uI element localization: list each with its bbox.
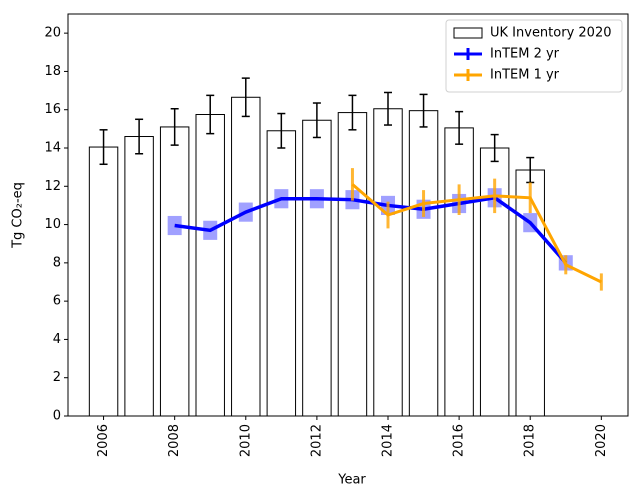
bar bbox=[408, 110, 439, 417]
y-tick-label: 4 bbox=[53, 332, 61, 347]
bar bbox=[159, 126, 190, 417]
bar bbox=[337, 112, 368, 417]
bar bbox=[302, 119, 332, 417]
y-tick-label: 16 bbox=[44, 102, 61, 117]
bar bbox=[124, 136, 154, 417]
y-axis-label: Tg CO₂-eq bbox=[11, 182, 26, 249]
y-tick-label: 0 bbox=[53, 409, 61, 424]
x-tick-label: 2018 bbox=[523, 424, 538, 457]
error-bar bbox=[135, 118, 144, 155]
error-bar bbox=[348, 94, 357, 131]
legend-box bbox=[445, 19, 623, 93]
error-bar bbox=[170, 108, 179, 146]
error-bar bbox=[455, 110, 464, 145]
x-tick-label: 2010 bbox=[238, 424, 253, 457]
bar bbox=[373, 108, 403, 417]
y-tick-label: 20 bbox=[44, 26, 61, 41]
error-bar bbox=[241, 77, 250, 118]
error-bar bbox=[99, 129, 108, 166]
series-line bbox=[351, 183, 602, 284]
x-tick-label: 2006 bbox=[96, 424, 111, 457]
y-tick-label: 14 bbox=[44, 141, 61, 156]
plot-frame bbox=[67, 13, 629, 417]
bar bbox=[88, 146, 119, 417]
y-tick-label: 6 bbox=[53, 294, 61, 309]
y-tick-label: 2 bbox=[53, 370, 61, 385]
bar bbox=[444, 127, 474, 417]
error-bar bbox=[419, 93, 428, 128]
bar bbox=[195, 114, 225, 417]
x-tick-label: 2020 bbox=[594, 424, 609, 457]
legend-swatch bbox=[453, 27, 483, 39]
y-tick-label: 10 bbox=[44, 217, 61, 232]
error-bar bbox=[312, 102, 321, 139]
error-bar bbox=[277, 112, 286, 149]
y-tick-label: 8 bbox=[53, 255, 61, 270]
x-axis-label: Year bbox=[337, 473, 366, 488]
x-tick-label: 2014 bbox=[381, 424, 396, 457]
error-bar bbox=[490, 133, 499, 163]
legend-label: InTEM 2 yr bbox=[490, 47, 560, 62]
bar bbox=[231, 96, 261, 417]
x-tick-label: 2008 bbox=[167, 424, 182, 457]
y-tick-label: 12 bbox=[44, 179, 61, 194]
x-tick-label: 2012 bbox=[309, 424, 324, 457]
bar bbox=[266, 130, 297, 417]
legend-label: InTEM 1 yr bbox=[490, 68, 560, 83]
y-tick-label: 18 bbox=[44, 64, 61, 79]
legend-label: UK Inventory 2020 bbox=[490, 26, 611, 41]
series-line bbox=[174, 195, 568, 265]
x-tick-label: 2016 bbox=[452, 424, 467, 457]
error-bar bbox=[206, 94, 215, 135]
error-bar bbox=[384, 91, 392, 126]
